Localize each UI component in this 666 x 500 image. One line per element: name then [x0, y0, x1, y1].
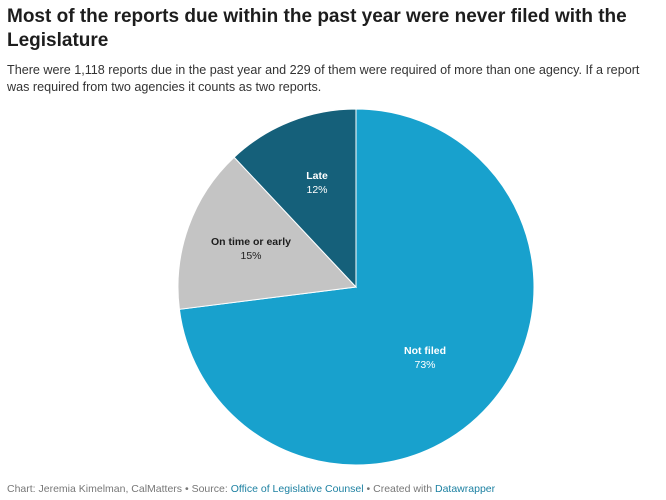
- slice-value-on-time-or-early: 15%: [240, 250, 261, 262]
- slice-label-on-time-or-early: On time or early: [211, 236, 291, 248]
- pie-slice-not-filed[interactable]: [178, 108, 535, 466]
- slice-label-late: Late: [306, 170, 328, 182]
- datawrapper-link[interactable]: Datawrapper: [435, 483, 496, 495]
- pie-chart-svg: Not filed 73% On time or early 15% Late 12%: [177, 108, 535, 466]
- pie-chart: Not filed 73% On time or early 15% Late 12%: [0, 100, 666, 472]
- pie-slice-on-time-or-early[interactable]: [177, 156, 358, 310]
- slice-value-late: 12%: [306, 184, 327, 196]
- source-link[interactable]: Office of Legislative Counsel: [230, 483, 364, 495]
- chart-footer: Chart: Jeremia Kimelman, CalMatters • So…: [7, 482, 657, 496]
- source-prefix: Source:: [191, 483, 228, 495]
- slice-label-not-filed: Not filed: [404, 345, 446, 357]
- footer-separator: •: [366, 483, 371, 495]
- chart-credit: Chart: Jeremia Kimelman, CalMatters: [7, 483, 183, 495]
- chart-title: Most of the reports due within the past …: [7, 6, 627, 51]
- pie-slice-late[interactable]: [233, 108, 357, 289]
- created-prefix: Created with: [373, 483, 433, 495]
- footer-separator: •: [184, 483, 189, 495]
- chart-subtitle: There were 1,118 reports due in the past…: [7, 63, 640, 94]
- slice-value-not-filed: 73%: [414, 359, 435, 371]
